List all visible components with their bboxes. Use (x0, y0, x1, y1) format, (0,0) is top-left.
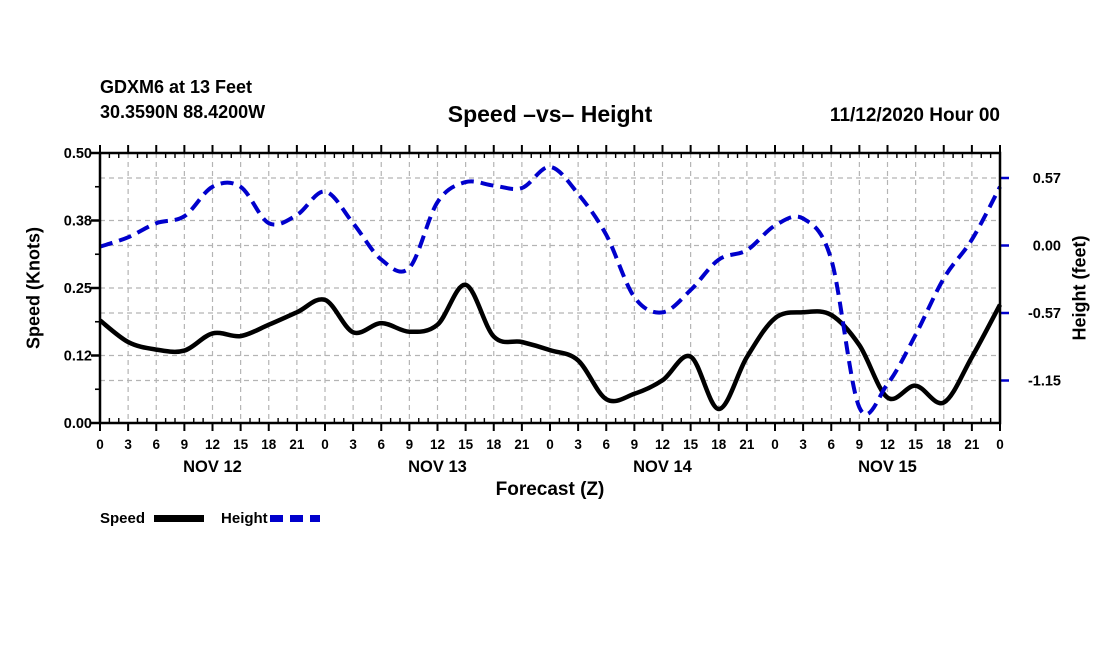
legend: Speed Height (100, 510, 320, 527)
svg-text:0: 0 (546, 437, 554, 452)
svg-text:NOV 14: NOV 14 (633, 458, 693, 476)
svg-text:0: 0 (771, 437, 779, 452)
svg-text:0.00: 0.00 (64, 416, 92, 432)
svg-text:NOV 13: NOV 13 (408, 458, 467, 476)
legend-speed-swatch (154, 515, 205, 522)
series-line-speed (98, 282, 1002, 412)
svg-text:18: 18 (936, 437, 952, 452)
svg-text:9: 9 (631, 437, 639, 452)
svg-text:6: 6 (377, 437, 385, 452)
svg-text:3: 3 (349, 437, 357, 452)
svg-text:12: 12 (430, 437, 445, 452)
svg-text:0: 0 (996, 437, 1004, 452)
svg-text:0: 0 (321, 437, 329, 452)
svg-text:0.12: 0.12 (64, 349, 92, 365)
svg-text:9: 9 (181, 437, 189, 452)
svg-text:21: 21 (739, 437, 755, 452)
series-lines (98, 164, 1002, 417)
svg-text:0.50: 0.50 (64, 146, 92, 162)
station-name: GDXM6 at 13 Feet (100, 77, 253, 97)
svg-text:0.38: 0.38 (64, 214, 92, 230)
svg-text:0.57: 0.57 (1033, 171, 1061, 187)
svg-text:NOV 15: NOV 15 (858, 458, 917, 476)
svg-text:21: 21 (964, 437, 980, 452)
svg-text:6: 6 (152, 437, 160, 452)
legend-height-swatch (269, 515, 320, 522)
plot-border (98, 151, 1002, 425)
svg-text:-1.15: -1.15 (1028, 374, 1061, 390)
x-axis-title: Forecast (Z) (495, 479, 605, 500)
gridlines (100, 153, 1000, 423)
svg-text:0.25: 0.25 (64, 281, 92, 297)
legend-height-label: Height (221, 510, 268, 527)
svg-text:15: 15 (908, 437, 924, 452)
svg-text:18: 18 (711, 437, 727, 452)
svg-text:15: 15 (458, 437, 474, 452)
svg-text:3: 3 (574, 437, 582, 452)
svg-text:15: 15 (683, 437, 699, 452)
svg-text:0: 0 (96, 437, 104, 452)
svg-text:12: 12 (880, 437, 895, 452)
svg-text:3: 3 (799, 437, 807, 452)
svg-text:3: 3 (124, 437, 132, 452)
day-labels: NOV 12 NOV 13 NOV 14 NOV 15 (183, 458, 917, 476)
svg-text:15: 15 (233, 437, 249, 452)
run-datetime: 11/12/2020 Hour 00 (829, 105, 1000, 126)
svg-text:9: 9 (856, 437, 864, 452)
svg-text:12: 12 (655, 437, 670, 452)
chart-title: Speed –vs– Height (447, 101, 653, 127)
svg-text:9: 9 (406, 437, 414, 452)
svg-text:18: 18 (486, 437, 502, 452)
right-tick-labels: 0.57 0.00 -0.57 -1.15 (1028, 171, 1061, 389)
legend-speed-label: Speed (100, 510, 146, 527)
station-coordinates: 30.3590N 88.4200W (100, 102, 266, 122)
svg-text:12: 12 (205, 437, 220, 452)
svg-text:NOV 12: NOV 12 (183, 458, 242, 476)
svg-text:21: 21 (289, 437, 305, 452)
svg-text:6: 6 (827, 437, 835, 452)
series-line-height (99, 164, 1002, 417)
svg-text:0.00: 0.00 (1033, 239, 1061, 255)
svg-text:-0.57: -0.57 (1028, 306, 1061, 322)
svg-text:18: 18 (261, 437, 277, 452)
left-tick-labels: 0.50 0.38 0.25 0.12 0.00 (64, 146, 92, 432)
svg-text:6: 6 (602, 437, 610, 452)
svg-text:21: 21 (514, 437, 530, 452)
x-tick-labels: 0 3 6 9 12 15 18 21 0 3 6 9 12 15 18 21 0 3 6 9 12 15 18 21 0 3 6 9… (96, 437, 1004, 452)
